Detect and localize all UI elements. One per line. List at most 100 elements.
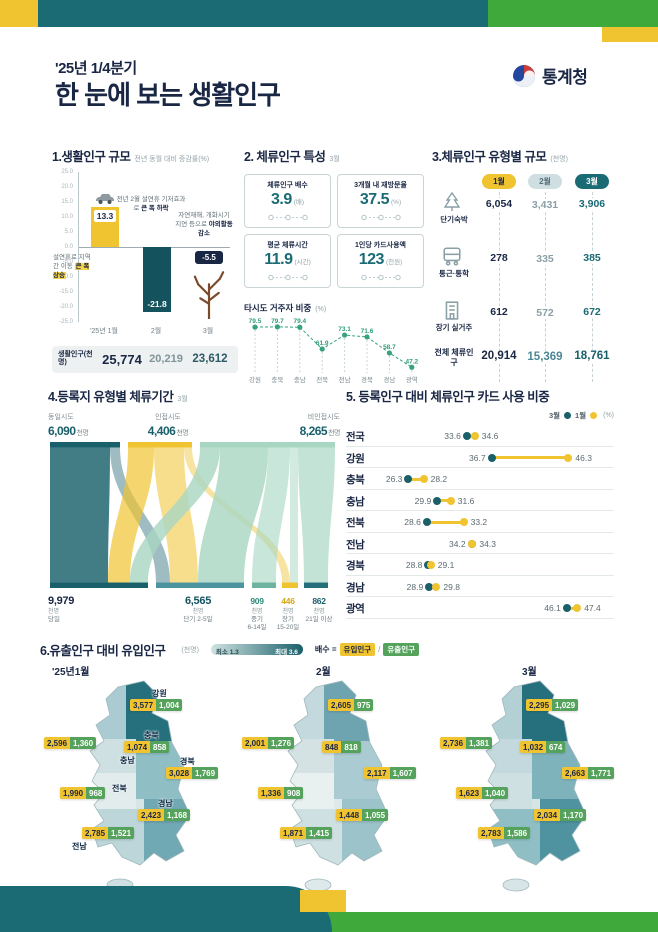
inflow-value: 1,871: [280, 827, 307, 839]
section2-period: 3월: [329, 156, 340, 163]
bar-january: 13.3: [91, 194, 119, 247]
march-dot: [462, 432, 471, 440]
source-value: 6,090: [48, 424, 76, 438]
agency-log-swirl-icon: [513, 64, 535, 87]
population-footer: 생활인구(천명) 25,774 20,219 23,612: [52, 346, 238, 373]
target-sublabel: 6-14일: [247, 623, 267, 631]
source-adjacent-province: 인접시도 4,406천명: [128, 412, 208, 440]
category-label: 충남: [294, 375, 306, 384]
dotted-path-icon: [267, 214, 308, 221]
section3-unit: (천명): [550, 156, 568, 163]
agency-name: 통계청: [542, 68, 588, 87]
flow-badge-경북: 2,117 1,607: [364, 767, 416, 779]
january-dot: [419, 475, 428, 483]
flow-badge-강원: 2,295 1,029: [526, 699, 579, 711]
march-value: 28.8: [405, 560, 423, 570]
dotted-path-icon: [360, 274, 401, 281]
outflow-value: 1,607: [389, 767, 416, 779]
target-over-21-days: 862 천명 21일 이상: [302, 591, 336, 624]
outflow-value: 1,415: [306, 827, 333, 839]
flow-badge-충북: 848 818: [322, 741, 361, 753]
target-unit: 천명: [313, 609, 325, 616]
outflow-value: 1,521: [108, 827, 135, 839]
usage-row-경남: 경남 28.9 29.8: [346, 576, 614, 597]
january-dot: [468, 539, 477, 548]
flow-badge-충남: 2,001 1,276: [242, 737, 295, 749]
flow-badge-경남: 2,423 1,168: [138, 809, 191, 821]
usage-row-충남: 충남 29.9 31.6: [346, 490, 614, 511]
legend-unit: (%): [603, 412, 614, 419]
card-value: 37.5: [359, 191, 390, 208]
x-label-january: '25년 1월: [90, 328, 118, 335]
annotation-text: 전년 2월 설연휴 기저효과로: [116, 196, 186, 212]
usage-row-충북: 충북 26.3 28.2: [346, 468, 614, 490]
inflow-value: 848: [322, 741, 342, 753]
section-stay-type-scale: 3.체류인구 유형별 규모 (천명) 1월 2월 3월 단기숙박 6,054 3,…: [432, 146, 616, 386]
january-value: 33.2: [470, 517, 488, 527]
cell-value: 278: [488, 252, 510, 264]
footer-value-january: 25,774: [102, 351, 142, 367]
row-label-residence: 장기 실거주: [435, 323, 473, 332]
region-label: 경남: [346, 581, 365, 594]
flow-badge-충북: 1,074 858: [124, 741, 170, 753]
inflow-value: 1,448: [336, 809, 363, 821]
footer-label: 생활인구(천명): [58, 351, 93, 367]
target-value: 6,565: [184, 595, 212, 607]
section-stay-duration-flow: 4.등록지 유형별 체류기간 3월 동일시도 6,090천명 인접시도 4,406…: [48, 386, 340, 631]
section2-header: 2. 체류인구 특성 3월: [244, 146, 424, 166]
annotation-text: 설연휴로 지역 간 이동: [53, 254, 91, 270]
january-value: 31.6: [457, 495, 475, 506]
cell-value: 3,906: [576, 198, 608, 210]
march-value: 28.6: [404, 517, 421, 527]
usage-row-광역: 광역 46.1 47.4: [346, 597, 614, 619]
march-dot-icon: [564, 412, 572, 419]
footer-value-february: 20,219: [149, 353, 183, 366]
bare-tree-icon: [193, 271, 225, 319]
point-value: 79.4: [293, 318, 306, 325]
region-name-label: 충북: [144, 731, 159, 740]
outflow-value: 1,055: [362, 809, 389, 821]
target-label: 장기: [282, 616, 294, 624]
column-guide: [545, 192, 546, 382]
section5-title: 5. 등록인구 대비 체류인구 카드 사용 비중: [346, 390, 550, 404]
dumbbell-connector: [426, 520, 464, 524]
target-unit: 천명: [192, 609, 204, 616]
flow-badge-경북: 3,028 1,769: [166, 767, 219, 779]
decor-bottom-teal: [0, 886, 332, 932]
flow-badge-전남: 2,783 1,586: [478, 827, 531, 839]
flow-badge-경남: 1,448 1,055: [336, 809, 389, 821]
target-long-stay: 446 천명 장기 15-20일: [274, 591, 302, 631]
line-series: [254, 326, 413, 368]
decor-top-green: [488, 0, 658, 27]
point-value: 47.2: [405, 358, 418, 365]
march-value: 46.1: [544, 603, 561, 613]
section1-subtitle: 전년 동월 대비 증감률(%): [134, 156, 210, 163]
point-value: 73.1: [338, 326, 351, 333]
usage-row-전국: 전국 33.6 34.6: [346, 425, 614, 447]
source-unit: 천명: [76, 430, 89, 437]
card-label: 1인당 카드사용액: [355, 242, 406, 249]
nonresident-share-chart: 타시도 거주자 비중 (%) 79.5 강원 79.7 충북 79.4 충남 61.9 전북 73…: [244, 298, 424, 386]
january-dot: [459, 518, 468, 526]
section-stay-features: 2. 체류인구 특성 3월 체류인구 배수 3.9 (배) 3개월 내 재방문율 3…: [244, 146, 424, 386]
flow-badge-전남: 2,785 1,521: [82, 827, 135, 839]
card-value: 123: [358, 251, 385, 268]
card-unit: (%): [391, 199, 402, 206]
outflow-value: 1,004: [156, 699, 183, 711]
section4-title: 4.등록지 유형별 체류기간: [48, 390, 174, 404]
january-value: 47.4: [584, 603, 601, 613]
scale-min-label: 최소 1.3: [215, 648, 239, 656]
flow-badge-전북: 1,990 968: [60, 787, 106, 799]
section1-header: 1.생활인구 규모 전년 동월 대비 증감률(%): [52, 146, 238, 166]
inflow-value: 1,074: [124, 741, 151, 753]
annotation-january: 설연휴로 지역 간 이동 큰 폭 상승: [53, 254, 95, 280]
region-name-label: 경북: [180, 757, 195, 766]
y-axis: 25.0 20.0 15.0 10.0 5.0 0.0 -5.0 -10.0 -15.0 -20.…: [52, 169, 76, 325]
outflow-value: 1,029: [552, 699, 579, 711]
feature-cards: 체류인구 배수 3.9 (배) 3개월 내 재방문율 37.5 (%) 평균 체류시…: [244, 174, 424, 288]
source-unit: 천명: [176, 430, 189, 437]
card-value: 11.9: [264, 251, 293, 268]
line-chart: 79.5 강원 79.7 충북 79.4 충남 61.9 전북 73.1 전남 71.6 경북 58.7…: [249, 318, 419, 384]
category-label: 전북: [316, 375, 328, 384]
source-label: 인접시도: [155, 414, 181, 421]
